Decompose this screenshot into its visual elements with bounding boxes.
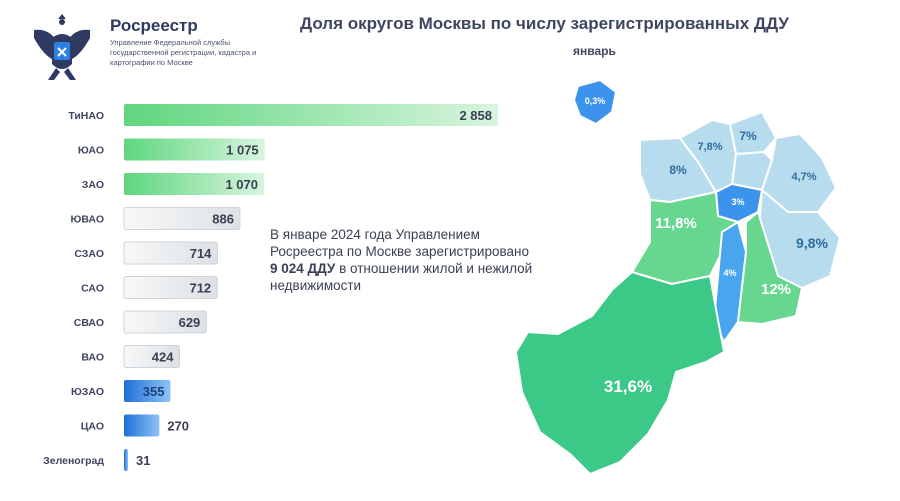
map-region-yuzao xyxy=(713,221,747,343)
map-value-label: 0,3% xyxy=(585,96,606,106)
summary-text: В январе 2024 года Управлением Росреестр… xyxy=(270,226,540,294)
bar xyxy=(124,173,265,195)
bar xyxy=(124,138,265,161)
bar-category-label: СВАО xyxy=(74,317,104,329)
bar-value-label: 886 xyxy=(212,212,234,227)
bar-value-label: 712 xyxy=(189,281,211,296)
bar-category-label: Зеленоград xyxy=(43,455,104,467)
bar xyxy=(123,276,218,299)
bar-category-label: ТиНАО xyxy=(68,110,104,122)
map-month-label: январь xyxy=(573,44,616,58)
map-value-label: 11,8% xyxy=(655,215,697,232)
bar-category-label: СЗАО xyxy=(74,248,104,260)
map-value-label: 31,6% xyxy=(604,377,652,396)
bar-category-label: ЮЗАО xyxy=(71,386,104,398)
bar-value-label: 355 xyxy=(143,384,165,399)
bar xyxy=(123,207,241,230)
bar-value-label: 2 858 xyxy=(459,108,492,123)
org-name: Росреестр xyxy=(110,16,198,35)
summary-after: в отношении жилой и нежилой недвижимости xyxy=(270,261,533,293)
bar-value-label: 714 xyxy=(190,246,212,261)
map-value-label: 9,8% xyxy=(796,235,828,251)
bar xyxy=(124,104,498,126)
map-value-label: 4% xyxy=(723,268,736,278)
bar-category-label: ВАО xyxy=(81,352,104,364)
map-region-svao xyxy=(729,111,777,155)
bar xyxy=(124,414,160,437)
bar xyxy=(123,310,207,334)
map-region-zelao xyxy=(573,79,617,125)
map-value-label: 7% xyxy=(739,129,757,143)
summary-highlight: 9 024 ДДУ xyxy=(270,261,336,276)
summary-before: В январе 2024 года Управлением Росреестр… xyxy=(270,227,529,259)
map-region-tinao xyxy=(515,271,725,475)
rosreestr-emblem-icon xyxy=(34,14,90,80)
bar-category-label: ЮАО xyxy=(78,145,104,157)
bar xyxy=(124,380,171,402)
bar-value-label: 270 xyxy=(167,419,189,434)
bar-value-label: 1 070 xyxy=(225,177,258,192)
map-value-label: 3% xyxy=(731,197,744,207)
bar-category-label: ЮВАО xyxy=(71,214,105,226)
map-value-label: 4,7% xyxy=(791,171,816,183)
map-value-label: 12% xyxy=(761,281,791,298)
org-description: Управление Федеральной службы государств… xyxy=(110,38,257,67)
bar-category-label: ЗАО xyxy=(82,179,104,191)
bar-value-label: 629 xyxy=(179,315,201,330)
map-value-label: 8% xyxy=(669,163,687,177)
map-region-yuao xyxy=(737,211,803,325)
chart-title: Доля округов Москвы по числу зарегистрир… xyxy=(300,14,789,33)
bar-category-label: ЦАО xyxy=(81,421,104,433)
bar xyxy=(124,449,129,471)
map-value-label: 7,8% xyxy=(697,141,722,153)
bar-value-label: 424 xyxy=(152,350,174,365)
bar-value-label: 31 xyxy=(136,453,150,468)
bar xyxy=(123,345,180,368)
bar-category-label: САО xyxy=(81,283,104,295)
moscow-districts-map: 0,3% 8% 7,8% 7% 4,7% 3% 11,8% 4% 9,8% 12% 31,6% xyxy=(515,79,841,475)
bar-value-label: 1 075 xyxy=(226,143,259,158)
bar xyxy=(123,241,218,265)
